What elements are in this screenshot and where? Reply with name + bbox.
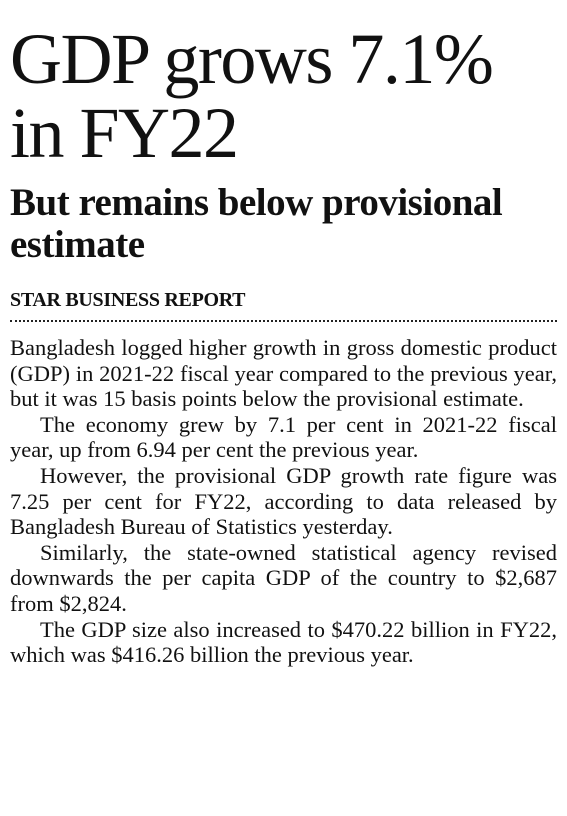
byline: STAR BUSINESS REPORT: [10, 289, 246, 311]
news-article: GDP grows 7.1% in FY22 But remains below…: [10, 0, 557, 668]
paragraph: The economy grew by 7.1 per cent in 2021…: [10, 411, 557, 463]
dotted-divider: [10, 320, 557, 322]
article-body: Bangladesh logged higher growth in gross…: [10, 335, 557, 668]
subheadline: But remains below provisional estimate: [10, 181, 503, 266]
paragraph: Bangladesh logged higher growth in gross…: [10, 335, 557, 412]
paragraph: However, the provisional GDP growth rate…: [10, 462, 557, 540]
headline: GDP grows 7.1% in FY22: [10, 19, 494, 173]
paragraph: The GDP size also increased to $470.22 b…: [10, 616, 557, 668]
paragraph: Similarly, the state-owned statistical a…: [10, 539, 557, 616]
